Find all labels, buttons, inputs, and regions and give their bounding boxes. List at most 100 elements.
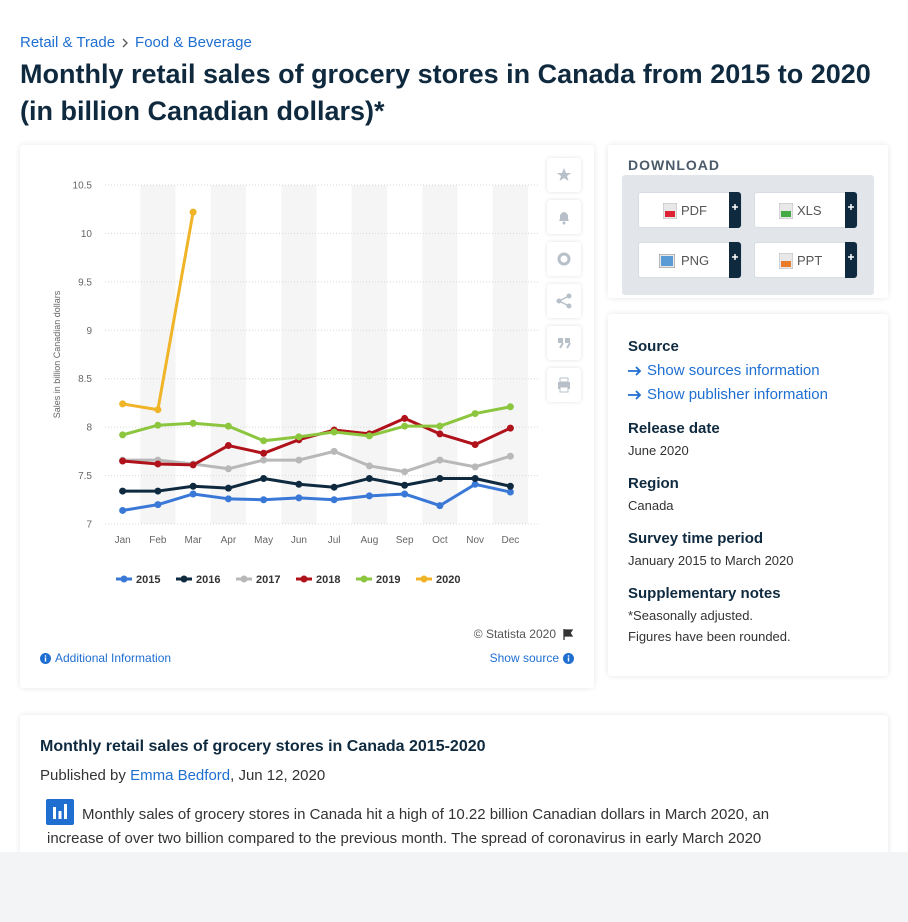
data-point bbox=[506, 488, 514, 496]
column-band bbox=[210, 185, 246, 524]
y-tick-label: 8 bbox=[86, 423, 92, 434]
data-point bbox=[154, 406, 162, 414]
link-text[interactable]: Show publisher information bbox=[647, 386, 828, 403]
data-point bbox=[436, 474, 444, 482]
data-point bbox=[436, 456, 444, 464]
button-label[interactable]: PPT bbox=[797, 253, 823, 268]
breadcrumb-link[interactable]: Retail & Trade bbox=[20, 34, 116, 51]
data-point bbox=[189, 461, 197, 469]
byline: Published by Emma Bedford, Jun 12, 2020 bbox=[40, 767, 325, 784]
data-point bbox=[436, 430, 444, 438]
data-point bbox=[189, 208, 197, 216]
download-xls[interactable]: XLS bbox=[754, 192, 858, 228]
breadcrumb-link[interactable]: Food & Beverage bbox=[135, 34, 252, 51]
byline-prefix: Published by bbox=[40, 767, 126, 784]
data-point bbox=[260, 456, 268, 464]
x-tick-label: Jan bbox=[115, 535, 131, 546]
data-point bbox=[260, 437, 268, 445]
source-link[interactable]: Show sources information bbox=[628, 362, 820, 379]
download-png[interactable]: PNG bbox=[638, 242, 742, 278]
download-pdf[interactable]: PDF bbox=[638, 192, 742, 228]
y-tick-label: 8.5 bbox=[78, 374, 92, 385]
x-tick-label: Jun bbox=[291, 535, 307, 546]
x-tick-label: Jul bbox=[328, 535, 341, 546]
data-point bbox=[224, 495, 232, 503]
chart: 7 7.5 8 8.5 9 9.5 10 10.5 Jan Feb Mar Apr May Jun Jul A… bbox=[52, 181, 540, 586]
download-ppt[interactable]: PPT bbox=[754, 242, 858, 278]
column-band bbox=[351, 185, 387, 524]
section-value: Canada bbox=[628, 498, 674, 513]
data-point bbox=[471, 474, 479, 482]
column-band bbox=[492, 185, 528, 524]
x-tick-label: Feb bbox=[149, 535, 167, 546]
legend-marker bbox=[360, 575, 368, 583]
section-label: Survey time period bbox=[628, 530, 764, 547]
link-text[interactable]: Additional Information bbox=[55, 651, 172, 665]
data-point bbox=[365, 492, 373, 500]
data-point bbox=[119, 431, 127, 439]
chart-card: 7 7.5 8 8.5 9 9.5 10 10.5 Jan Feb Mar Apr May Jun Jul A… bbox=[20, 145, 594, 688]
additional-info-link[interactable]: Additional Information bbox=[40, 651, 171, 665]
article-text: Monthly sales of grocery stores in Canad… bbox=[47, 806, 770, 847]
data-point bbox=[154, 421, 162, 429]
stat-icon bbox=[46, 799, 74, 825]
button-label[interactable]: PDF bbox=[681, 203, 707, 218]
data-point bbox=[119, 400, 127, 408]
data-point bbox=[330, 496, 338, 504]
data-point bbox=[295, 433, 303, 441]
section-value: *Seasonally adjusted. bbox=[628, 608, 754, 623]
show-source-link[interactable]: Show source bbox=[490, 651, 574, 665]
data-point bbox=[436, 422, 444, 430]
x-tick-label: Mar bbox=[185, 535, 203, 546]
data-point bbox=[471, 463, 479, 471]
legend-label: 2019 bbox=[376, 574, 400, 586]
chevron bbox=[122, 38, 128, 47]
button-label[interactable]: PNG bbox=[681, 253, 710, 268]
legend-label: 2016 bbox=[196, 574, 220, 586]
data-point bbox=[401, 422, 409, 430]
data-point bbox=[224, 442, 232, 450]
cite-button[interactable] bbox=[547, 326, 581, 360]
section-label: Supplementary notes bbox=[628, 585, 781, 602]
data-point bbox=[365, 432, 373, 440]
publisher-link[interactable]: Show publisher information bbox=[628, 386, 828, 403]
y-tick-label: 7 bbox=[86, 520, 92, 531]
alert-button[interactable] bbox=[547, 200, 581, 234]
flag-icon[interactable] bbox=[562, 628, 574, 640]
y-tick-label: 9 bbox=[86, 326, 92, 337]
data-point bbox=[506, 403, 514, 411]
data-point bbox=[224, 422, 232, 430]
print-button[interactable] bbox=[547, 368, 581, 402]
legend-marker bbox=[180, 575, 188, 583]
share-button[interactable] bbox=[547, 284, 581, 318]
details-card: Source Show sources information Show pub… bbox=[608, 314, 888, 676]
y-tick-label: 9.5 bbox=[78, 277, 92, 288]
legend-marker bbox=[420, 575, 428, 583]
legend-marker bbox=[300, 575, 308, 583]
data-point bbox=[224, 484, 232, 492]
button-label[interactable]: XLS bbox=[797, 203, 822, 218]
author-link[interactable]: Emma Bedford bbox=[130, 767, 231, 784]
download-title: DOWNLOAD bbox=[628, 157, 720, 173]
data-point bbox=[401, 481, 409, 489]
copyright: © Statista 2020 bbox=[474, 627, 574, 641]
data-point bbox=[330, 483, 338, 491]
y-tick-label: 10 bbox=[81, 229, 93, 240]
x-tick-label: May bbox=[254, 535, 273, 546]
legend-label: 2018 bbox=[316, 574, 340, 586]
byline-date: , Jun 12, 2020 bbox=[230, 767, 326, 784]
page-title: Monthly retail sales of grocery stores i… bbox=[20, 59, 871, 126]
article-title: Monthly retail sales of grocery stores i… bbox=[40, 738, 486, 755]
y-tick-label: 10.5 bbox=[73, 181, 93, 192]
section-value: June 2020 bbox=[628, 443, 689, 458]
data-point bbox=[295, 494, 303, 502]
x-tick-label: Oct bbox=[432, 535, 448, 546]
favorite-button[interactable] bbox=[547, 158, 581, 192]
link-text[interactable]: Show sources information bbox=[647, 362, 820, 379]
settings-button[interactable] bbox=[547, 242, 581, 276]
x-tick-label: Nov bbox=[466, 535, 484, 546]
link-text[interactable]: Show source bbox=[489, 651, 559, 665]
section-label: Region bbox=[628, 475, 679, 492]
legend-label: 2020 bbox=[436, 574, 460, 586]
